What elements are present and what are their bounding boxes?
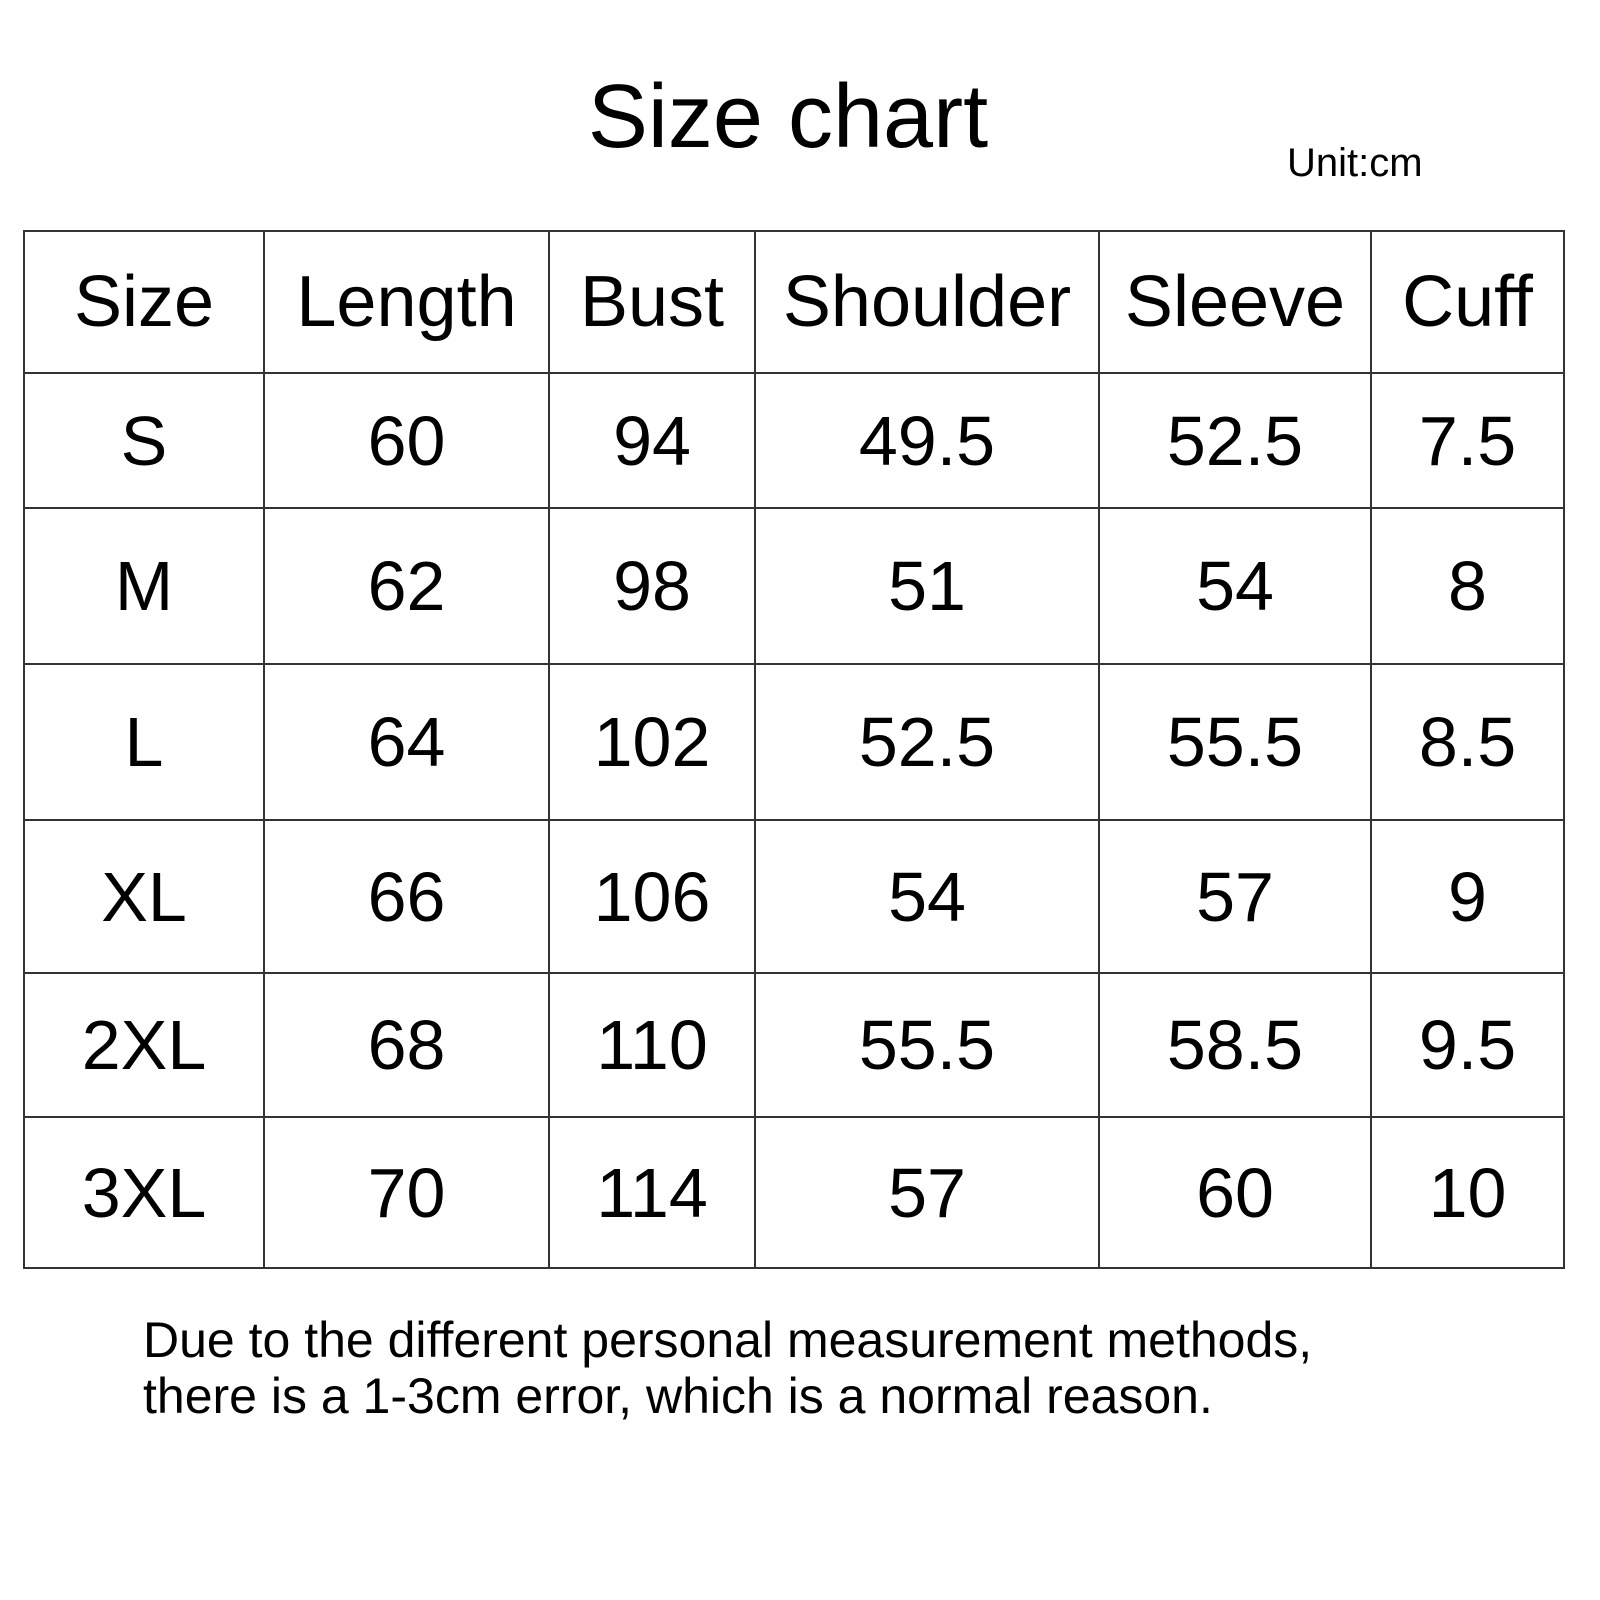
table-cell: 54 (1098, 507, 1372, 665)
column-header: Bust (548, 230, 756, 374)
table-cell: S (23, 372, 265, 509)
unit-label: Unit:cm (1287, 141, 1423, 185)
table-cell: 7.5 (1370, 372, 1565, 509)
table-cell: 9 (1370, 819, 1565, 974)
table-cell: 3XL (23, 1116, 265, 1269)
header-row: Size Length Bust Shoulder Sleeve Cuff (23, 230, 1565, 374)
note-line-2: there is a 1-3cm error, which is a norma… (143, 1368, 1213, 1424)
table-cell: 60 (1098, 1116, 1372, 1269)
table-cell: 8 (1370, 507, 1565, 665)
table-cell: 66 (263, 819, 550, 974)
table-cell: L (23, 663, 265, 821)
column-header: Length (263, 230, 550, 374)
table-row: 3XL 70 114 57 60 10 (23, 1116, 1565, 1269)
table-row: 2XL 68 110 55.5 58.5 9.5 (23, 972, 1565, 1118)
page-title: Size chart (587, 67, 989, 167)
table-cell: 106 (548, 819, 756, 974)
table-cell: 68 (263, 972, 550, 1118)
table-cell: 114 (548, 1116, 756, 1269)
table-cell: 10 (1370, 1116, 1565, 1269)
size-table: Size Length Bust Shoulder Sleeve Cuff S 60 94 49… (23, 230, 1565, 1269)
table-cell: 110 (548, 972, 756, 1118)
table-cell: 60 (263, 372, 550, 509)
table-row: XL 66 106 54 57 9 (23, 819, 1565, 974)
table-cell: 52.5 (1098, 372, 1372, 509)
table-cell: 55.5 (754, 972, 1100, 1118)
table-cell: 51 (754, 507, 1100, 665)
column-header: Size (23, 230, 265, 374)
table-cell: 70 (263, 1116, 550, 1269)
table-cell: 49.5 (754, 372, 1100, 509)
column-header: Shoulder (754, 230, 1100, 374)
table-cell: 98 (548, 507, 756, 665)
table-cell: 102 (548, 663, 756, 821)
table-cell: 55.5 (1098, 663, 1372, 821)
table-row: S 60 94 49.5 52.5 7.5 (23, 372, 1565, 509)
table-cell: 57 (754, 1116, 1100, 1269)
table-row: M 62 98 51 54 8 (23, 507, 1565, 665)
column-header: Cuff (1370, 230, 1565, 374)
table-row: L 64 102 52.5 55.5 8.5 (23, 663, 1565, 821)
table-cell: 2XL (23, 972, 265, 1118)
measurement-note: Due to the different personal measuremen… (143, 1312, 1312, 1424)
table-cell: 8.5 (1370, 663, 1565, 821)
table-cell: 57 (1098, 819, 1372, 974)
table-cell: 52.5 (754, 663, 1100, 821)
table-cell: 58.5 (1098, 972, 1372, 1118)
table-cell: 9.5 (1370, 972, 1565, 1118)
table-cell: 64 (263, 663, 550, 821)
table-cell: M (23, 507, 265, 665)
note-line-1: Due to the different personal measuremen… (143, 1312, 1313, 1368)
table-cell: 62 (263, 507, 550, 665)
table-cell: 94 (548, 372, 756, 509)
table-cell: 54 (754, 819, 1100, 974)
column-header: Sleeve (1098, 230, 1372, 374)
table-cell: XL (23, 819, 265, 974)
